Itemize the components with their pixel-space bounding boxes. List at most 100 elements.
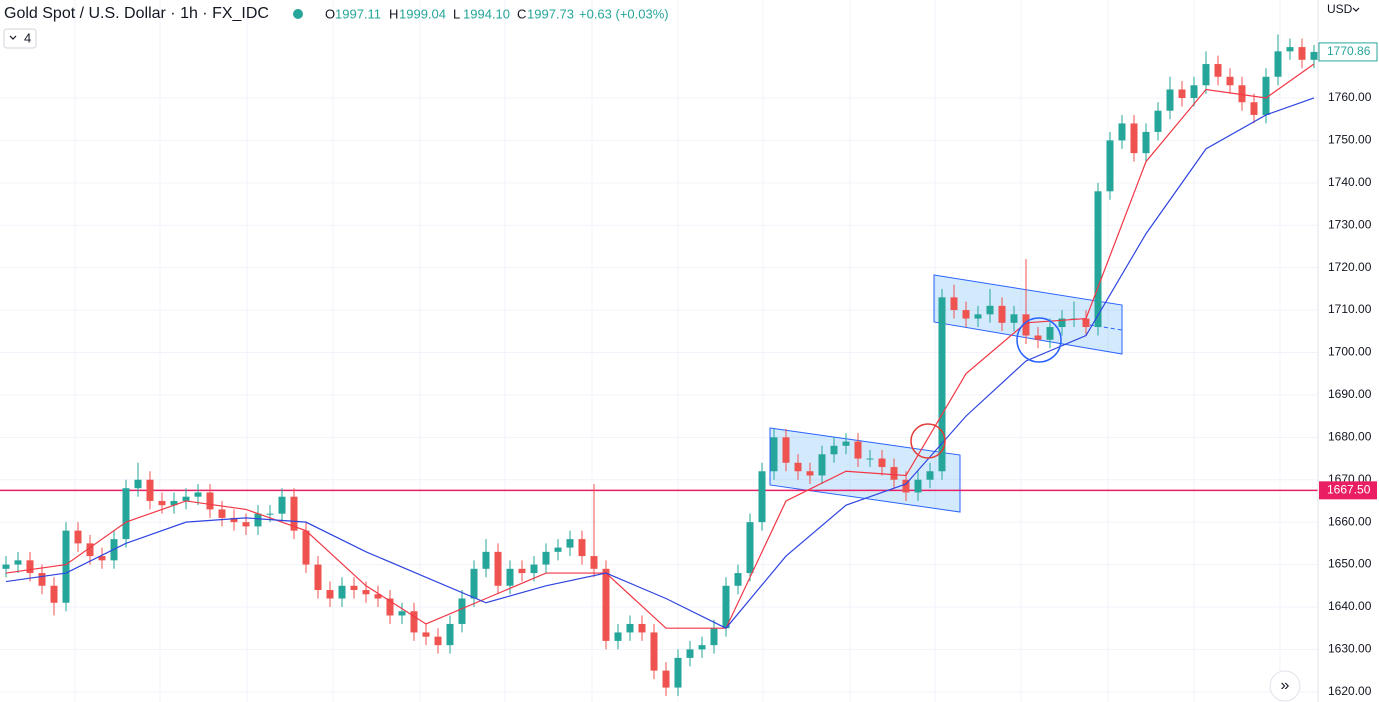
- indicator-toggle[interactable]: [3, 28, 37, 49]
- y-tick-label: 1680.00: [1328, 429, 1372, 443]
- candle-body: [146, 479, 154, 501]
- candle-body: [242, 522, 250, 527]
- candle-body: [50, 585, 58, 603]
- indicator-count: 4: [24, 30, 31, 45]
- candle-body: [506, 568, 514, 586]
- y-tick-label: 1690.00: [1328, 387, 1372, 401]
- candle-body: [38, 573, 46, 586]
- chevron-icon: [9, 35, 17, 40]
- candle-body: [638, 623, 646, 633]
- candle-body: [422, 632, 430, 637]
- candle-body: [998, 305, 1006, 323]
- candle-body: [674, 657, 682, 688]
- candle-body: [818, 454, 826, 476]
- candle-body: [74, 530, 82, 544]
- candle-body: [542, 551, 550, 565]
- candle-body: [710, 628, 718, 646]
- candle-body: [974, 314, 982, 319]
- ohlc-legend: O 1997.11 H 1999.04 L 1994.10 C 1997.73 +0.63 (+…: [325, 6, 669, 21]
- y-tick-label: 1740.00: [1328, 175, 1372, 189]
- candle-body: [662, 670, 670, 688]
- candle-body: [386, 598, 394, 616]
- y-tick-label: 1660.00: [1328, 514, 1372, 528]
- last-price-label: 1770.86: [1327, 44, 1371, 58]
- circle-drawing[interactable]: [910, 423, 946, 459]
- candle-body: [938, 297, 946, 472]
- ohlc-key: C: [517, 6, 526, 21]
- candle-body: [518, 568, 526, 574]
- candle-body: [1202, 64, 1210, 86]
- candle-body: [290, 496, 298, 531]
- ohlc-value: 1994.10: [463, 6, 510, 21]
- candle-body: [158, 500, 166, 506]
- candle-body: [1286, 47, 1294, 52]
- candle-body: [314, 564, 322, 591]
- candle-body: [1214, 64, 1222, 77]
- candle-body: [866, 458, 874, 460]
- status-dot: [293, 9, 303, 19]
- candle-body: [2, 564, 10, 569]
- y-tick-label: 1620.00: [1328, 684, 1372, 698]
- candle-body: [1130, 123, 1138, 154]
- chevron-icon: [1352, 7, 1360, 12]
- candle-body: [1034, 335, 1042, 340]
- candle-body: [842, 441, 850, 446]
- candle-body: [1274, 51, 1282, 77]
- candle-body: [914, 479, 922, 493]
- candle-body: [1046, 327, 1054, 340]
- candle-body: [986, 305, 994, 315]
- candle-body: [758, 471, 766, 523]
- candle-body: [530, 564, 538, 574]
- y-tick-label: 1750.00: [1328, 133, 1372, 147]
- candle-body: [926, 471, 934, 480]
- candle-body: [878, 458, 886, 468]
- candle-body: [326, 590, 334, 599]
- candle-body: [1190, 85, 1198, 98]
- candle-body: [398, 611, 406, 616]
- candle-body: [1022, 314, 1030, 336]
- scroll-icon: »: [1281, 677, 1290, 694]
- ohlc-value: 1997.11: [335, 6, 381, 21]
- candle-body: [482, 551, 490, 569]
- ohlc-key: H: [389, 6, 398, 21]
- scroll-button[interactable]: [1269, 670, 1301, 702]
- candle-body: [182, 496, 190, 501]
- candle-body: [1298, 47, 1306, 60]
- candle-body: [230, 517, 238, 523]
- plot-area: [0, 34, 1318, 697]
- candle-body: [374, 594, 382, 599]
- candle-body: [1238, 85, 1246, 103]
- candle-body: [890, 467, 898, 480]
- candle-body: [458, 598, 466, 624]
- circle-drawing[interactable]: [1016, 317, 1062, 363]
- candle-body: [1154, 110, 1162, 132]
- candle-body: [62, 530, 70, 603]
- candle-body: [782, 437, 790, 463]
- ohlc-key: L: [453, 6, 460, 21]
- candle-body: [686, 649, 694, 658]
- candle-body: [746, 522, 754, 574]
- hline-price-label: 1667.50: [1327, 483, 1371, 497]
- ohlc-key: O: [325, 6, 335, 21]
- candle-body: [218, 509, 226, 518]
- price-change: +0.63 (+0.03%): [579, 6, 669, 21]
- candle-body: [578, 539, 586, 557]
- grid: [0, 0, 1318, 702]
- candle-body: [170, 500, 178, 506]
- channel-midline: [1089, 324, 1123, 331]
- candle-body: [98, 556, 106, 561]
- candle-body: [650, 632, 658, 671]
- candle-body: [1166, 89, 1174, 111]
- candle-body: [902, 479, 910, 493]
- candle-body: [566, 539, 574, 548]
- candle-body: [338, 585, 346, 599]
- candle-body: [350, 585, 358, 591]
- hline-price-box: [1319, 481, 1377, 500]
- candle-body: [86, 543, 94, 557]
- last-price-box: [1318, 42, 1378, 62]
- candle-body: [494, 551, 502, 586]
- currency-label[interactable]: USD: [1327, 2, 1353, 16]
- candle-body: [854, 441, 862, 459]
- candle-body: [1058, 318, 1066, 328]
